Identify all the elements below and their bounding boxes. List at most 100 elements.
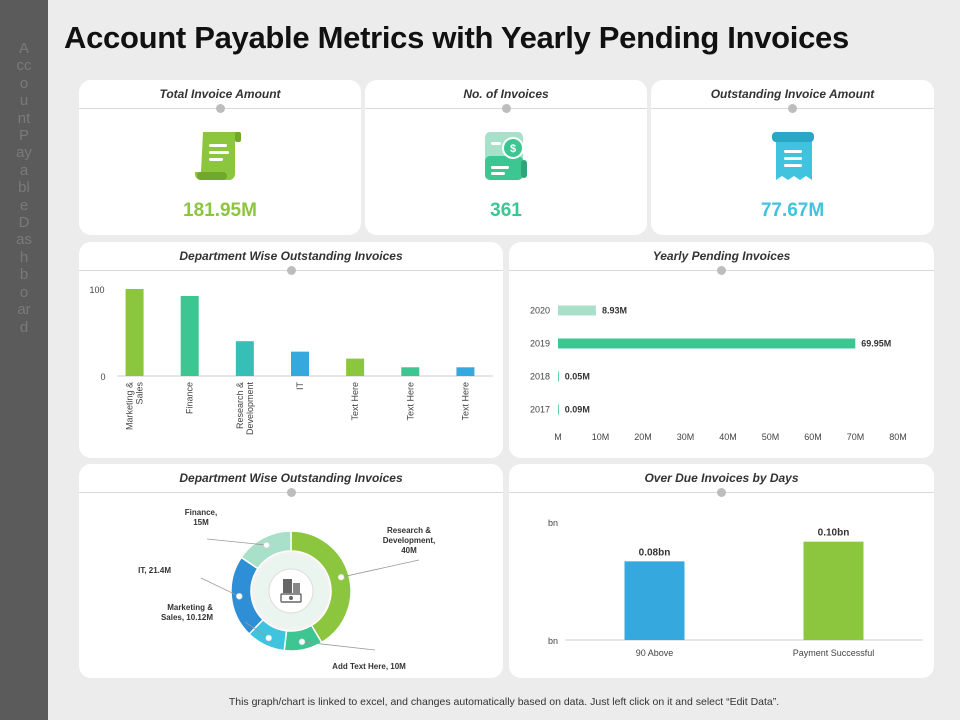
money-coin — [289, 596, 293, 600]
data-label: 0.08bn — [639, 547, 671, 558]
x-tick-label: 50M — [762, 432, 780, 442]
leader-line — [341, 559, 420, 578]
x-tick-label: Text Here — [460, 382, 470, 421]
y-tick-label: 2019 — [530, 339, 550, 349]
yearly-pending-chart: 2020 8.93M 2019 69.95M 2018 0.05M 2017 0.09M M 10… — [530, 305, 907, 442]
donut-slice — [290, 530, 352, 644]
department-bar-chart: 100 0 Marketing & Sales Finance Research & Dev… — [89, 285, 493, 436]
slice-label: Research & — [387, 526, 431, 535]
bar — [235, 341, 254, 376]
x-tick-label: 30M — [677, 432, 695, 442]
header-dot — [501, 104, 511, 113]
y-tick-label: bn — [548, 518, 558, 528]
kpi-card-no-of-invoices: No. of Invoices $ 361 — [365, 80, 647, 235]
bar — [803, 541, 864, 640]
bar — [125, 289, 144, 376]
bar — [558, 305, 596, 316]
kpi-card-total-invoice-amount: Total Invoice Amount 181.95M — [79, 80, 361, 235]
data-label: 69.95M — [861, 339, 891, 349]
x-tick-label: 60M — [804, 432, 822, 442]
leader-line — [244, 621, 269, 639]
slice-label: 15M — [193, 518, 209, 527]
over-due-chart: bn bn 0.08bn 90 Above 0.10bn Payment Successf… — [548, 518, 923, 658]
card-department-donut-chart: Department Wise Outstanding Invoices Res… — [79, 464, 503, 678]
x-tick-label: Payment Successful — [793, 648, 875, 658]
x-tick-label-group: Finance — [185, 382, 195, 414]
x-tick-label: 10M — [592, 432, 610, 442]
leader-dot — [298, 638, 306, 646]
bar — [456, 367, 475, 376]
invoice-dollar-icon: $ — [485, 132, 527, 180]
bar — [291, 351, 309, 376]
data-label: 0.10bn — [818, 528, 850, 539]
card-yearly-pending-chart: Yearly Pending Invoices 2020 8.93M 2019 69.… — [509, 242, 934, 458]
slice-label: Development, — [383, 536, 435, 545]
leader-line — [301, 641, 376, 651]
header-dot — [717, 266, 726, 275]
x-tick-label: 90 Above — [636, 648, 674, 658]
bar — [558, 371, 559, 382]
bar — [401, 367, 420, 376]
x-tick-label-group: Text Here — [350, 382, 360, 421]
svg-text:$: $ — [510, 143, 516, 155]
x-tick-label-group: IT — [295, 381, 305, 390]
x-tick-label: Development — [245, 382, 255, 436]
y-tick-label: 2018 — [530, 372, 550, 382]
slice-label: Marketing & — [167, 603, 213, 612]
leader-dot — [337, 573, 345, 581]
kpi-value: 77.67M — [760, 200, 825, 221]
x-tick-label: Research & — [235, 382, 245, 429]
x-tick-label: 80M — [889, 432, 907, 442]
leader-dot — [265, 634, 273, 642]
slice-label: Finance, — [185, 508, 217, 517]
x-tick-label-group: Marketing & Sales — [125, 382, 145, 431]
building-shape — [293, 583, 300, 593]
leader-dot — [235, 593, 243, 600]
x-tick-label: Finance — [185, 382, 195, 414]
data-label: 0.05M — [565, 372, 590, 382]
building-shape — [283, 579, 292, 593]
page-title: Account Payable Metrics with Yearly Pend… — [64, 20, 849, 55]
bar — [558, 404, 559, 415]
y-tick-label: 100 — [89, 285, 104, 295]
x-tick-label-group: Text Here — [405, 382, 415, 421]
x-tick-label: 20M — [634, 432, 652, 442]
scroll-document-icon — [195, 132, 241, 180]
bar — [558, 338, 856, 349]
leader-line — [206, 538, 267, 546]
donut-slice — [240, 530, 292, 570]
kpi-value: 361 — [490, 200, 522, 221]
bar — [180, 295, 199, 376]
card-department-bar-chart: Department Wise Outstanding Invoices 100… — [79, 242, 503, 458]
footer-note: This graph/chart is linked to excel, and… — [228, 696, 780, 708]
x-tick-label: Marketing & — [125, 382, 135, 430]
x-tick-label: 40M — [719, 432, 737, 442]
y-tick-label: 2020 — [530, 306, 550, 316]
slice-label: Sales, 10.12M — [161, 613, 213, 622]
department-donut-chart: Research &Development,40M Add Text Here, … — [138, 508, 435, 671]
x-tick-label-group: Text Here — [460, 382, 470, 421]
header-dot — [788, 104, 797, 113]
bar — [346, 358, 365, 376]
data-label: 0.09M — [565, 405, 590, 415]
side-strip: Account Payable Dashboard — [0, 0, 48, 720]
leader-line — [200, 577, 240, 597]
receipt-icon — [771, 132, 814, 180]
side-vertical-text: Account Payable Dashboard — [16, 40, 32, 336]
x-tick-label: Text Here — [405, 382, 415, 421]
x-tick-label: 70M — [847, 432, 865, 442]
header-dot — [286, 488, 296, 497]
y-tick-label: bn — [548, 636, 558, 646]
leader-dot — [263, 541, 270, 549]
data-label: 8.93M — [602, 306, 627, 316]
slice-label: 40M — [401, 546, 417, 555]
bar — [624, 561, 685, 640]
kpi-value: 181.95M — [183, 200, 257, 221]
building-money-icon — [280, 579, 302, 603]
card-over-due-chart: Over Due Invoices by Days bn bn 0.08bn 90 A… — [509, 464, 934, 678]
x-tick-label: IT — [295, 381, 305, 390]
y-tick-label: 2017 — [530, 405, 550, 415]
kpi-card-outstanding-invoice-amount: Outstanding Invoice Amount 77.67M — [651, 80, 934, 235]
x-tick-label: Text Here — [350, 382, 360, 421]
x-tick-label: M — [554, 432, 562, 442]
